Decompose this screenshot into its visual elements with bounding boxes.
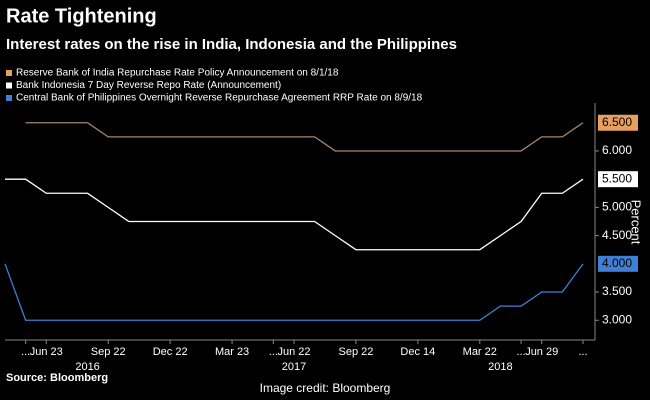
x-tick-label: Jun 23 <box>30 346 63 358</box>
x-tick-label: ... <box>578 346 587 358</box>
x-year-label: 2018 <box>488 361 512 373</box>
x-tick-label: Mar 23 <box>215 346 249 358</box>
end-label: 4.000 <box>602 256 632 270</box>
series-line <box>5 178 584 251</box>
y-tick-label: 3.500 <box>602 284 632 298</box>
legend-swatch <box>6 82 12 89</box>
end-label: 5.500 <box>602 171 632 185</box>
legend-label: Central Bank of Philippines Overnight Re… <box>16 93 423 104</box>
end-label: 6.500 <box>602 115 632 129</box>
legend-swatch <box>6 70 12 76</box>
legend-label: Reserve Bank of India Repurchase Rate Po… <box>16 68 339 79</box>
x-tick-label: ... <box>21 346 30 358</box>
x-tick-label: Jun 29 <box>525 346 558 358</box>
y-tick-label: 6.000 <box>602 143 632 157</box>
x-tick-label: ... <box>516 346 525 358</box>
y-tick-label: 3.000 <box>602 312 632 326</box>
end-label-box <box>598 171 638 188</box>
x-year-label: 2017 <box>282 361 306 373</box>
x-tick-label: Sep 22 <box>338 346 373 358</box>
x-tick-label: ... <box>269 346 278 358</box>
chart-subtitle: Interest rates on the rise in India, Ind… <box>6 36 457 53</box>
x-tick-label: Dec 14 <box>400 346 435 358</box>
x-tick-label: Sep 22 <box>91 346 126 358</box>
end-label-box <box>598 114 638 131</box>
credit: Image credit: Bloomberg <box>260 381 391 395</box>
legend-swatch <box>6 95 12 101</box>
y-tick-label: 4.500 <box>602 228 632 242</box>
end-label-box <box>598 255 638 272</box>
source: Source: Bloomberg <box>6 372 108 384</box>
x-year-label: 2016 <box>75 361 99 373</box>
series-line <box>4 263 584 321</box>
chart-title: Rate Tightening <box>6 5 157 27</box>
y-tick-label: 5.000 <box>602 200 632 214</box>
y-axis-label: Percent <box>629 200 644 245</box>
x-tick-label: Jun 22 <box>277 346 310 358</box>
x-tick-label: Dec 22 <box>153 346 188 358</box>
legend-label: Bank Indonesia 7 Day Reverse Repo Rate (… <box>16 80 281 91</box>
series-line <box>25 122 584 152</box>
x-tick-label: Mar 22 <box>463 346 497 358</box>
